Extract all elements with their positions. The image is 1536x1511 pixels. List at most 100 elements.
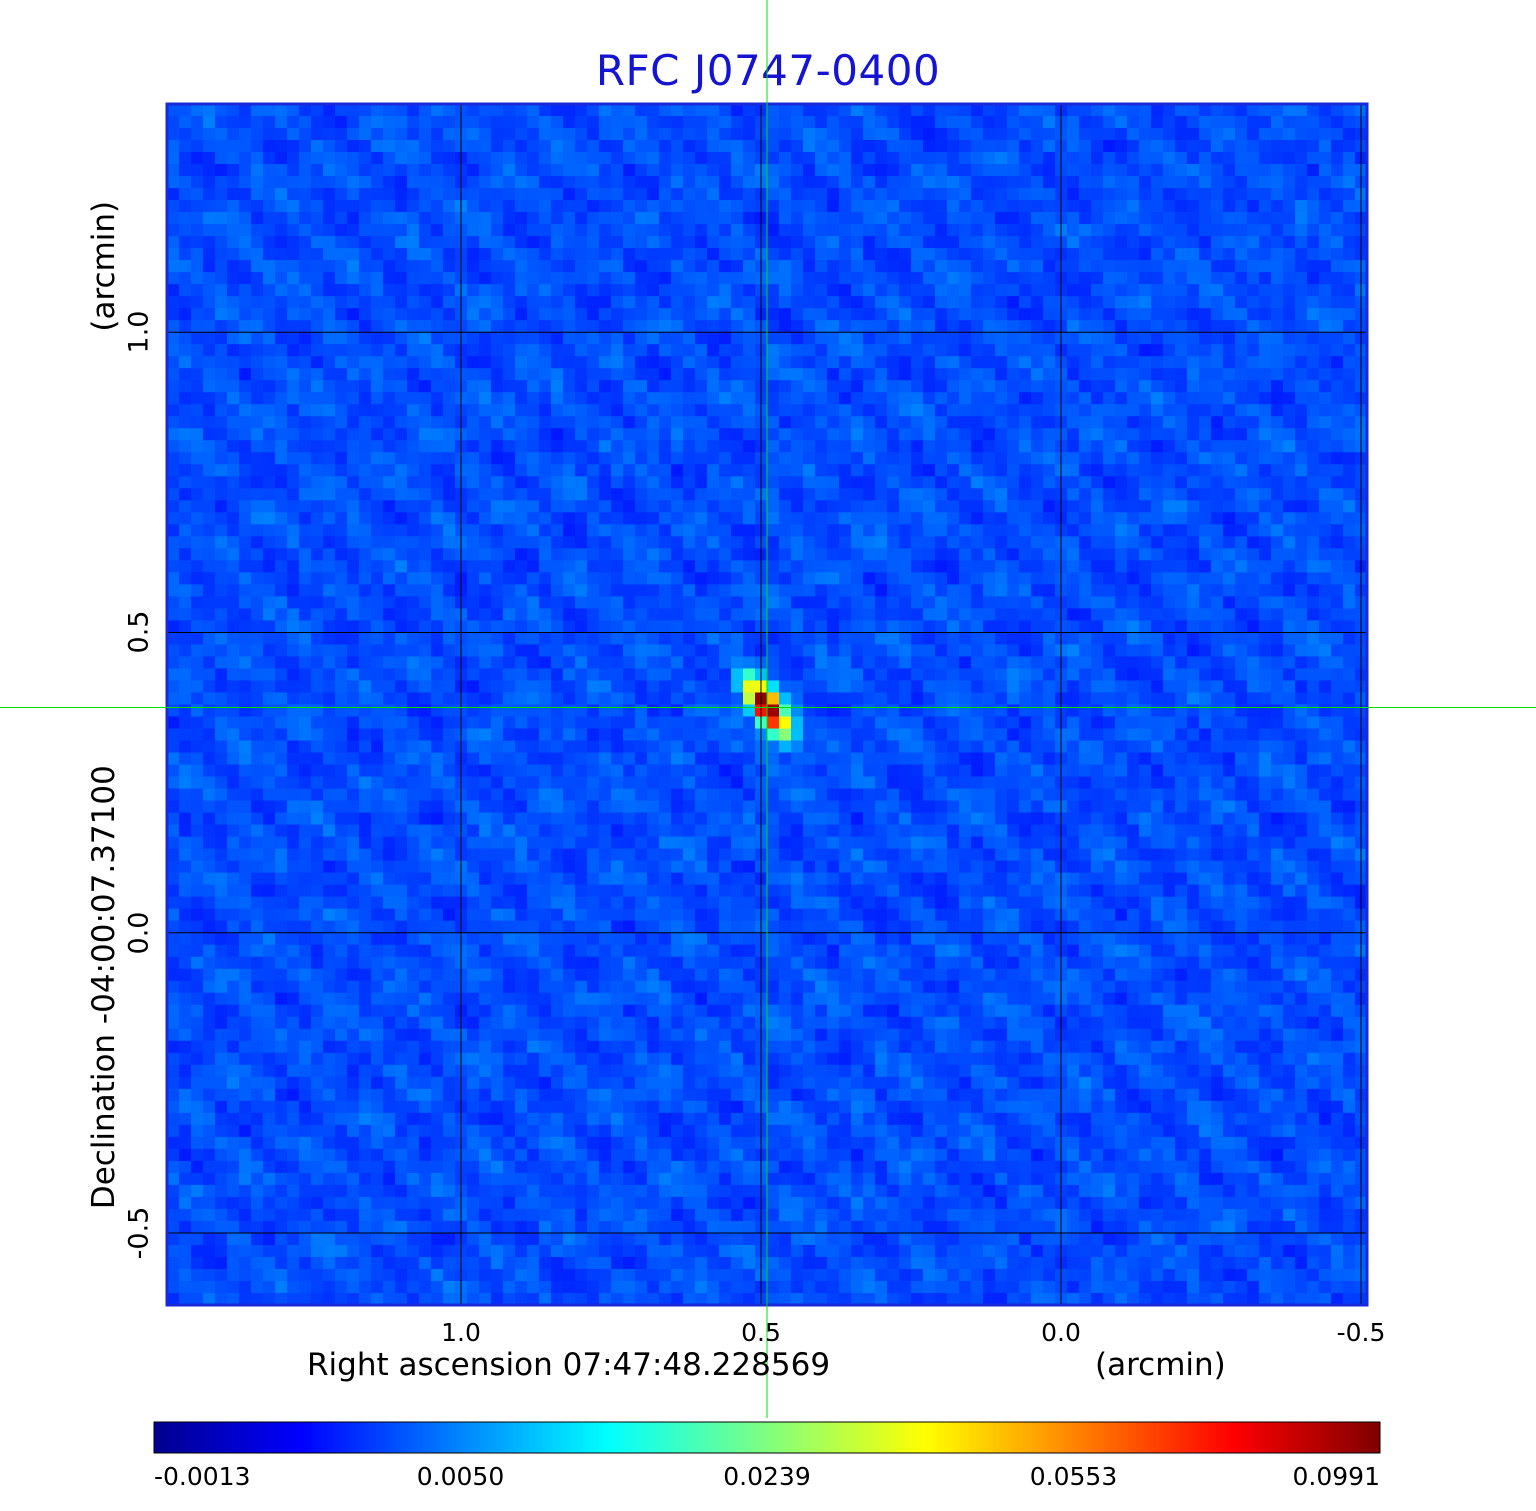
heatmap-cell [467,524,480,537]
heatmap-cell [479,152,492,165]
heatmap-cell [815,620,828,634]
heatmap-cell [431,356,444,369]
heatmap-cell [935,368,948,381]
heatmap-cell [707,560,720,573]
heatmap-cell [1139,488,1152,501]
heatmap-cell [563,680,576,694]
heatmap-cell [587,416,600,429]
heatmap-cell [1247,644,1260,658]
heatmap-cell [1151,176,1164,189]
heatmap-cell [1103,548,1116,561]
heatmap-cell [1091,692,1104,706]
heatmap-cell [635,476,648,489]
heatmap-cell [443,296,456,309]
heatmap-cell [971,416,984,429]
heatmap-cell [1307,416,1320,429]
heatmap-cell [611,572,624,585]
heatmap-cell [839,116,852,129]
heatmap-cell [563,332,576,345]
heatmap-cell [563,608,576,622]
heatmap-cell [971,476,984,489]
heatmap-cell [1019,680,1032,694]
heatmap-cell [1259,380,1272,393]
heatmap-cell [599,176,612,189]
heatmap-cell [1031,104,1044,117]
heatmap-cell [491,356,504,369]
heatmap-cell [959,560,972,573]
heatmap-cell [287,332,300,345]
heatmap-cell [1259,308,1272,321]
heatmap-cell [1043,248,1056,261]
heatmap-cell [1043,284,1056,297]
heatmap-cell [851,332,864,345]
heatmap-cell [803,452,816,465]
heatmap-cell [815,332,828,345]
heatmap-cell [1139,260,1152,273]
heatmap-cell [323,296,336,309]
heatmap-cell [1331,224,1344,237]
heatmap-cell [395,104,408,117]
heatmap-cell [1223,260,1236,273]
heatmap-cell [491,464,504,477]
heatmap-cell [779,116,792,129]
heatmap-cell [563,632,576,646]
heatmap-cell [1259,608,1272,622]
heatmap-cell [527,128,540,141]
heatmap-cell [167,320,180,333]
heatmap-cell [587,272,600,285]
heatmap-cell [875,284,888,297]
heatmap-cell [1043,524,1056,537]
heatmap-cell [1139,536,1152,549]
heatmap-cell [1103,380,1116,393]
heatmap-cell [647,488,660,501]
heatmap-cell [803,344,816,357]
heatmap-cell [191,104,204,117]
heatmap-cell [395,692,408,706]
heatmap-cell [899,404,912,417]
heatmap-cell [1235,152,1248,165]
heatmap-cell [191,596,204,610]
heatmap-cell [1295,296,1308,309]
heatmap-cell [887,236,900,249]
heatmap-cell [467,392,480,405]
heatmap-cell [1295,356,1308,369]
heatmap-cell [347,428,360,441]
heatmap-cell [671,692,684,706]
heatmap-cell [515,524,528,537]
heatmap-cell [479,428,492,441]
heatmap-cell [923,164,936,177]
heatmap-cell [647,692,660,706]
heatmap-cell [263,524,276,537]
heatmap-cell [671,584,684,598]
heatmap-cell [287,116,300,129]
heatmap-cell [1103,368,1116,381]
heatmap-cell [1235,260,1248,273]
heatmap-cell [1091,392,1104,405]
heatmap-cell [1235,416,1248,429]
heatmap-cell [1103,620,1116,634]
heatmap-cell [203,128,216,141]
heatmap-cell [251,584,264,598]
heatmap-cell [1199,560,1212,573]
heatmap-cell [179,536,192,549]
heatmap-cell [335,476,348,489]
heatmap-cell [959,200,972,213]
heatmap-cell [551,644,564,658]
heatmap-cell [227,572,240,585]
heatmap-cell [539,320,552,333]
heatmap-cell [959,320,972,333]
heatmap-cell [1175,656,1188,670]
heatmap-cell [1151,140,1164,153]
heatmap-cell [1175,488,1188,501]
heatmap-cell [479,200,492,213]
heatmap-cell [227,620,240,634]
heatmap-cell [287,428,300,441]
heatmap-cell [599,236,612,249]
heatmap-cell [383,260,396,273]
heatmap-cell [779,692,792,706]
heatmap-cell [251,416,264,429]
heatmap-cell [1103,200,1116,213]
heatmap-cell [947,128,960,141]
heatmap-cell [839,308,852,321]
